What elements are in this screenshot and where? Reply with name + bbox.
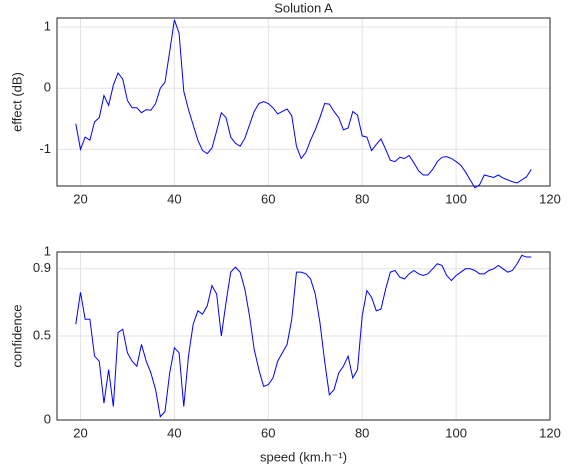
x-tick-label: 100 (445, 191, 467, 206)
y-tick-label: 0.5 (33, 327, 51, 342)
x-tick-label: 120 (539, 425, 561, 440)
x-axis-label: speed (km.h⁻¹) (260, 449, 347, 464)
x-tick-label: 100 (445, 425, 467, 440)
chart-title: Solution A (274, 0, 333, 15)
axes-box (56, 17, 551, 187)
y-tick-label: 0.9 (33, 260, 51, 275)
y-tick-label: 0 (44, 80, 51, 95)
x-tick-label: 120 (539, 191, 561, 206)
y-tick-label: 0 (44, 411, 51, 426)
y-tick-label: 1 (44, 19, 51, 34)
data-line (75, 19, 532, 189)
data-line (75, 254, 532, 418)
y-tick-label: -1 (39, 141, 51, 156)
x-tick-label: 40 (167, 191, 181, 206)
y-tick-label: 1 (44, 243, 51, 258)
axes-box (56, 251, 551, 421)
y-axis-label: confidence (9, 305, 24, 368)
x-tick-label: 20 (73, 425, 87, 440)
x-tick-label: 60 (261, 191, 275, 206)
x-tick-label: 60 (261, 425, 275, 440)
x-tick-label: 80 (355, 425, 369, 440)
x-tick-label: 80 (355, 191, 369, 206)
x-tick-label: 40 (167, 425, 181, 440)
y-axis-label: effect (dB) (9, 72, 24, 132)
x-tick-label: 20 (73, 191, 87, 206)
